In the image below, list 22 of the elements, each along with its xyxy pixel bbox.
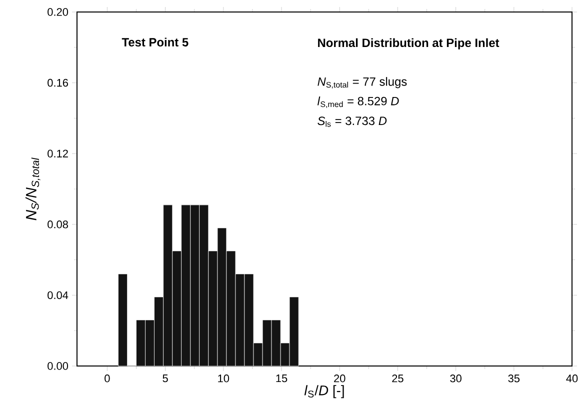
x-tick-label: 40	[566, 374, 578, 382]
annotation: Normal Distribution at Pipe Inlet	[318, 38, 500, 50]
annotation: Test Point 5	[122, 38, 188, 46]
x-tick-label: 0	[104, 374, 110, 382]
x-tick-label: 20	[334, 374, 346, 382]
x-tick-label: 35	[508, 374, 520, 382]
annotation: S$_{ls}$ = 3.733 D	[318, 116, 387, 127]
annotation: N$_{S,total}$ = 77 slugs	[318, 77, 407, 89]
x-tick-label: 10	[218, 374, 230, 382]
y-axis-title: N$_{S}$/N$_{S,total}$	[26, 158, 40, 220]
x-axis-title: l$_{S}$/D [-]	[304, 385, 344, 398]
y-tick-label: 0.04	[48, 291, 68, 300]
y-tick-label: 0.16	[48, 78, 68, 87]
y-tick-label: 0.20	[48, 8, 68, 16]
y-tick-label: 0.00	[48, 362, 68, 370]
y-tick-label: 0.12	[48, 150, 68, 158]
x-tick-label: 30	[450, 374, 462, 382]
x-tick-label: 5	[162, 374, 168, 382]
x-tick-label: 15	[276, 374, 288, 382]
x-tick-label: 25	[392, 374, 404, 382]
annotation: l$_{S,med}$ = 8.529 D	[317, 96, 399, 108]
y-tick-label: 0.08	[48, 220, 68, 228]
